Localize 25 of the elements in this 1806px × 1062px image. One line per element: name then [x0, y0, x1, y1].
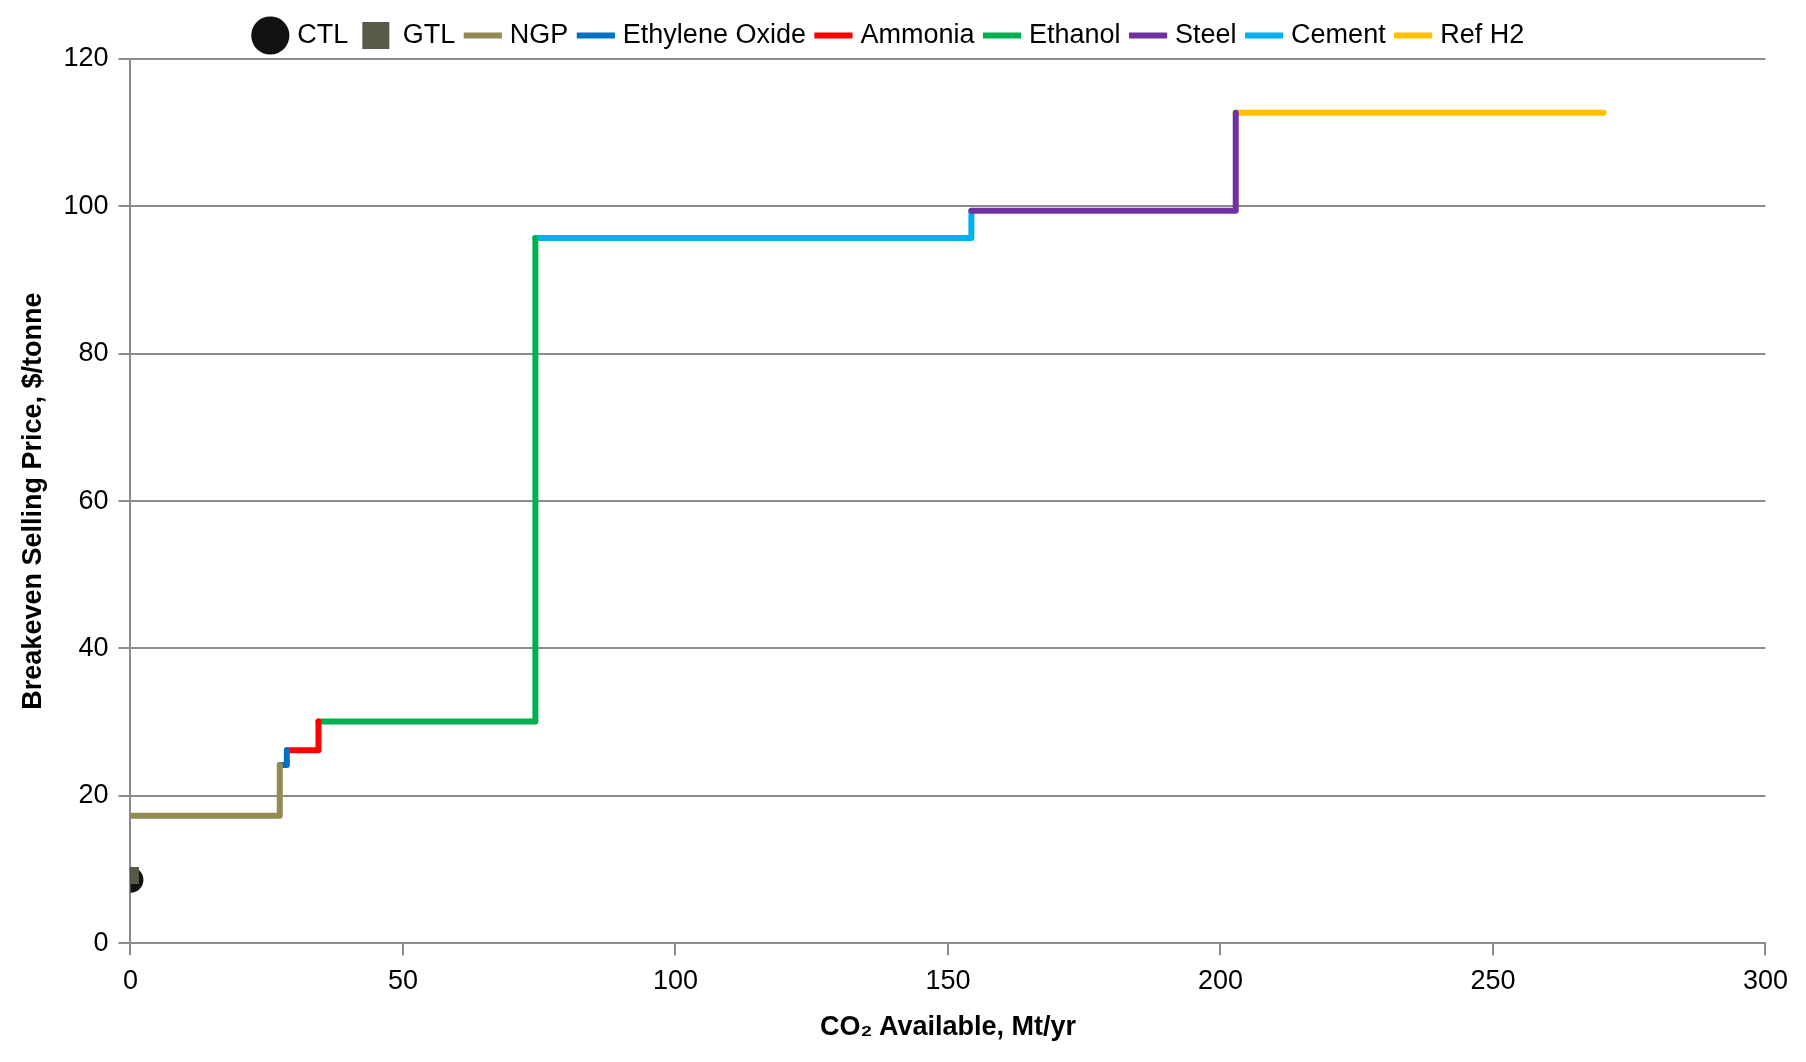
x-tick-label: 150	[925, 964, 971, 995]
legend-label: GTL	[402, 18, 456, 49]
legend-label: Cement	[1291, 18, 1387, 49]
x-tick-label: 0	[122, 964, 138, 995]
y-tick-label: 120	[63, 42, 109, 73]
y-tick-label: 20	[78, 779, 109, 810]
legend-label: CTL	[297, 18, 349, 49]
y-tick-label: 40	[78, 631, 109, 662]
legend-label: Ethylene Oxide	[622, 18, 806, 49]
legend-label: Ref H2	[1440, 18, 1525, 49]
x-tick-label: 250	[1470, 964, 1516, 995]
x-tick-label: 100	[652, 964, 698, 995]
y-tick-label: 80	[78, 337, 109, 368]
x-axis-title: CO₂ Available, Mt/yr	[819, 1011, 1077, 1042]
legend-label: Steel	[1175, 18, 1237, 49]
legend-label: NGP	[509, 18, 569, 49]
legend-label: Ethanol	[1028, 18, 1121, 49]
x-tick-label: 200	[1197, 964, 1243, 995]
legend-label: Ammonia	[860, 18, 976, 49]
y-tick-label: 100	[63, 189, 109, 220]
x-tick-label: 300	[1742, 964, 1789, 995]
y-tick-label: 0	[93, 926, 109, 957]
x-tick-label: 50	[387, 964, 418, 995]
y-tick-label: 60	[78, 484, 109, 515]
y-axis-title: Breakeven Selling Price, $/tonne	[16, 292, 47, 710]
